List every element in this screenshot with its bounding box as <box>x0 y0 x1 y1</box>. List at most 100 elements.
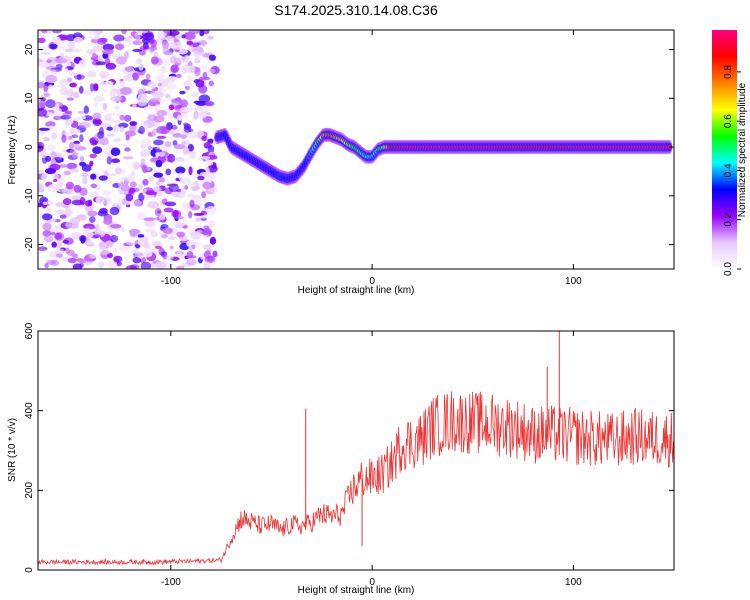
spectrogram-noise-blob <box>163 50 173 56</box>
spectrogram-noise-blob <box>202 244 213 251</box>
spectrogram-noise-blob <box>199 111 207 119</box>
spectrogram-noise-blob <box>106 156 112 165</box>
spectrogram-noise-blob <box>46 59 52 63</box>
spectrogram-noise-blob <box>132 72 139 81</box>
spectrogram-noise-blob <box>153 139 164 146</box>
spectrogram-noise-blob <box>165 35 175 42</box>
spectrogram-noise-blob <box>84 200 93 207</box>
spectrogram-noise-blob <box>143 241 150 249</box>
spectrogram-noise-blob <box>157 82 162 87</box>
spectrogram-noise-blob <box>166 155 173 163</box>
spectrogram-noise-blob <box>208 187 218 193</box>
spectrogram-noise-blob <box>90 82 95 92</box>
spectrogram-noise-blob <box>98 175 108 181</box>
spectrogram-noise-blob <box>112 53 123 57</box>
spectrogram-y-tick-label: -20 <box>24 237 35 252</box>
spectrogram-noise-blob <box>135 58 143 65</box>
spectrogram-noise-blob <box>163 58 171 67</box>
spectrogram-noise-blob <box>145 190 158 196</box>
spectrogram-noise-blob <box>202 30 210 35</box>
spectrogram-noise-blob <box>70 232 82 238</box>
spectrogram-noise-blob <box>198 84 208 94</box>
spectrogram-noise-blob <box>166 76 178 81</box>
spectrogram-noise-blob <box>129 124 137 132</box>
spectrogram-noise-blob <box>175 55 186 64</box>
spectrogram-noise-blob <box>175 73 182 79</box>
spectrogram-noise-blob <box>183 32 196 41</box>
spectrogram-noise-blob <box>187 75 192 82</box>
spectrogram-y-tick-label: 10 <box>24 92 35 104</box>
spectrogram-noise-blob <box>62 198 72 206</box>
spectrogram-noise-blob <box>142 164 148 174</box>
spectrogram-noise-blob <box>114 167 122 175</box>
spectrogram-noise-blob <box>62 189 73 195</box>
colorbar-ticks: 0.0 0.2 0.4 0.6 0.8 <box>723 64 741 276</box>
spectrogram-noise-blob <box>170 55 177 64</box>
colorbar: 0.0 0.2 0.4 0.6 0.8 Normalized spectral ampl… <box>712 30 748 276</box>
spectrogram-noise-blob <box>78 59 87 68</box>
spectrogram-noise-blob <box>138 184 143 191</box>
spectrogram-noise-blob <box>53 36 62 46</box>
spectrogram-noise-blob <box>207 35 215 40</box>
spectrogram-noise-blob <box>176 265 185 269</box>
spectrogram-noise-blob <box>118 198 125 203</box>
spectrogram-noise-blob <box>155 181 161 186</box>
spectrogram-noise-blob <box>105 173 118 177</box>
spectrogram-noise-blob <box>56 181 63 188</box>
spectrogram-noise-blob <box>180 134 187 140</box>
spectrogram-x-tick-label: -100 <box>161 276 181 287</box>
spectrogram-noise-blob <box>158 214 166 221</box>
spectrogram-noise-blob <box>110 234 119 243</box>
spectrogram-noise-blob <box>42 201 48 205</box>
spectrogram-noise-blob <box>82 176 88 185</box>
spectrogram-x-label: Height of straight line (km) <box>298 285 415 296</box>
spectrogram-noise-blob <box>201 230 210 235</box>
spectrogram-noise-blob <box>172 140 178 146</box>
spectrogram-noise-blob <box>166 183 178 187</box>
spectrogram-noise-blob <box>154 207 162 217</box>
spectrogram-noise-blob <box>105 62 117 70</box>
spectrogram-noise-blob <box>112 124 119 133</box>
spectrogram-noise-blob <box>88 33 99 40</box>
snr-plot-area <box>38 331 674 570</box>
spectrogram-noise-blob <box>179 107 191 113</box>
snr-y-tick-label: 400 <box>24 402 35 419</box>
spectrogram-noise-blob <box>149 46 155 53</box>
snr-y-tick-label: 600 <box>24 322 35 339</box>
spectrogram-noise-blob <box>163 30 173 34</box>
spectrogram-noise-blob <box>106 133 116 137</box>
spectrogram-noise-blob <box>168 236 176 240</box>
spectrogram-noise-blob <box>147 131 156 138</box>
spectrogram-noise-blob <box>142 178 149 186</box>
spectrogram-noise-blob <box>206 138 214 143</box>
spectrogram-noise-blob <box>99 207 108 214</box>
snr-x-label: Height of straight line (km) <box>298 585 415 596</box>
spectrogram-noise-blob <box>68 135 73 140</box>
spectrogram-noise-blob <box>174 216 184 220</box>
spectrogram-noise-blob <box>63 67 69 73</box>
spectrogram-noise-blob <box>101 88 108 93</box>
spectrogram-noise-blob <box>56 45 67 51</box>
colorbar-tick-label: 0.2 <box>723 212 734 226</box>
spectrogram-noise-blob <box>47 144 56 151</box>
spectrogram-noise-blob <box>69 82 77 88</box>
spectrogram-noise-blob <box>152 169 158 174</box>
spectrogram-noise-blob <box>137 93 148 103</box>
spectrogram-noise-blob <box>83 105 90 114</box>
spectrogram-noise-blob <box>165 168 172 176</box>
spectrogram-noise-blob <box>132 48 143 53</box>
spectrogram-noise-blob <box>109 112 120 116</box>
snr-y-label: SNR (10 * v/v) <box>7 418 18 482</box>
spectrogram-noise-blob <box>132 40 143 46</box>
spectrogram-noise-blob <box>175 166 186 174</box>
spectrogram-noise-blob <box>163 207 174 213</box>
spectrogram-noise-blob <box>153 172 164 178</box>
spectrogram-noise-blob <box>73 36 83 43</box>
spectrogram-noise-blob <box>154 103 161 113</box>
spectrogram-noise <box>38 30 220 269</box>
spectrogram-y-ticks: -20 -10 0 10 20 <box>24 44 674 252</box>
snr-spikes <box>305 331 560 547</box>
spectrogram-noise-blob <box>173 41 182 51</box>
spectrogram-noise-blob <box>177 222 190 226</box>
